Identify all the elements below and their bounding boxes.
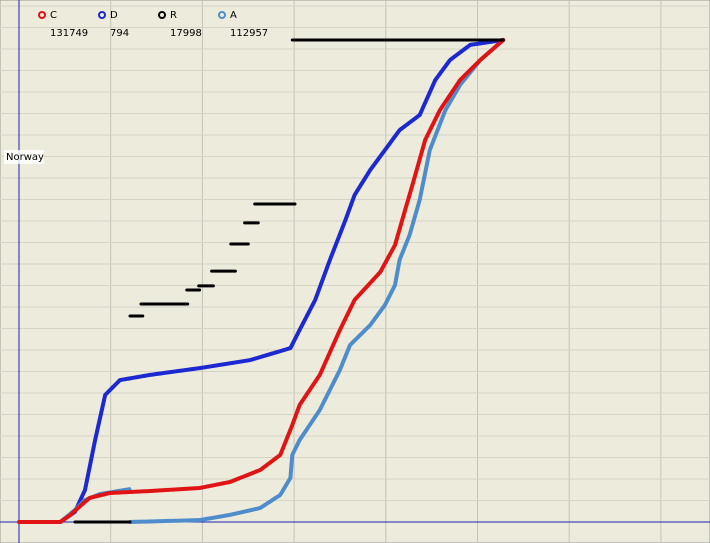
legend: C 131749 D 794 R 17998 A 112957 bbox=[38, 10, 268, 39]
legend-count: 794 bbox=[110, 28, 129, 39]
legend-label: C bbox=[50, 10, 57, 21]
legend-label: D bbox=[110, 10, 118, 21]
label-background bbox=[4, 150, 44, 164]
legend-count: 112957 bbox=[230, 28, 268, 39]
legend-marker bbox=[38, 11, 46, 19]
series-group bbox=[17, 38, 506, 524]
legend-marker bbox=[218, 11, 226, 19]
legend-marker bbox=[158, 11, 166, 19]
series-line bbox=[17, 38, 506, 524]
legend-count: 17998 bbox=[170, 28, 202, 39]
legend-count: 131749 bbox=[50, 28, 88, 39]
series-line bbox=[73, 38, 505, 524]
series-line bbox=[58, 38, 506, 524]
series-label: Norway bbox=[6, 152, 44, 163]
legend-marker bbox=[98, 11, 106, 19]
legend-label: R bbox=[170, 10, 177, 21]
legend-label: A bbox=[230, 10, 237, 21]
